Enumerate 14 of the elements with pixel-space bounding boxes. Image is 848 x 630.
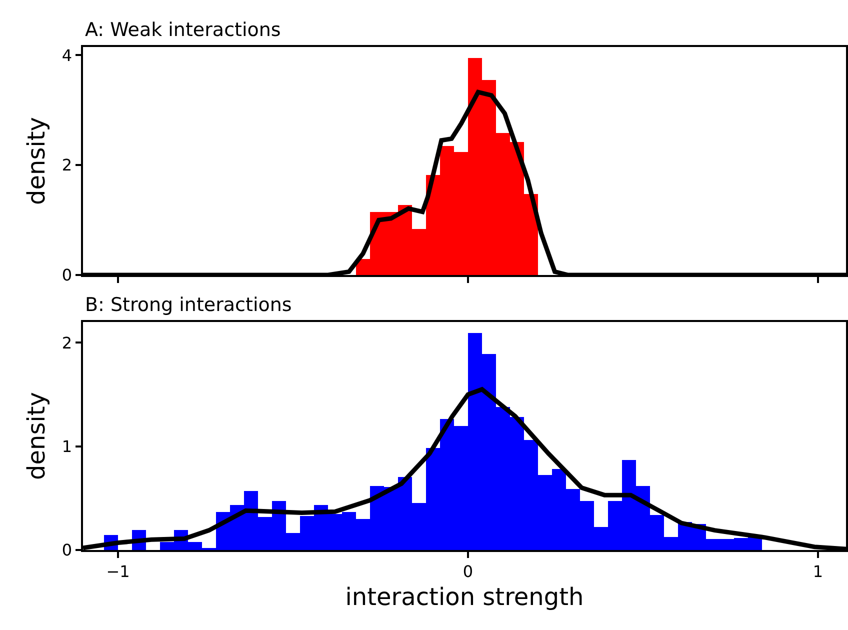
x-tick-label: 0 [462,562,474,581]
y-tick-label: 2 [62,156,72,175]
y-tick-label: 0 [62,266,72,285]
y-tick-label: 4 [62,46,72,65]
y-axis-title: density [22,117,50,205]
y-tick-label: 2 [62,333,72,352]
chart-title: B: Strong interactions [85,294,292,316]
y-tick-label: 1 [62,436,72,456]
y-axis-title: density [22,392,50,480]
x-tick-label: 1 [812,562,824,581]
y-tick-label: 0 [62,540,72,560]
chart-title: A: Weak interactions [85,19,281,41]
x-tick-label: −1 [106,562,130,581]
x-axis-title: interaction strength [345,582,584,611]
